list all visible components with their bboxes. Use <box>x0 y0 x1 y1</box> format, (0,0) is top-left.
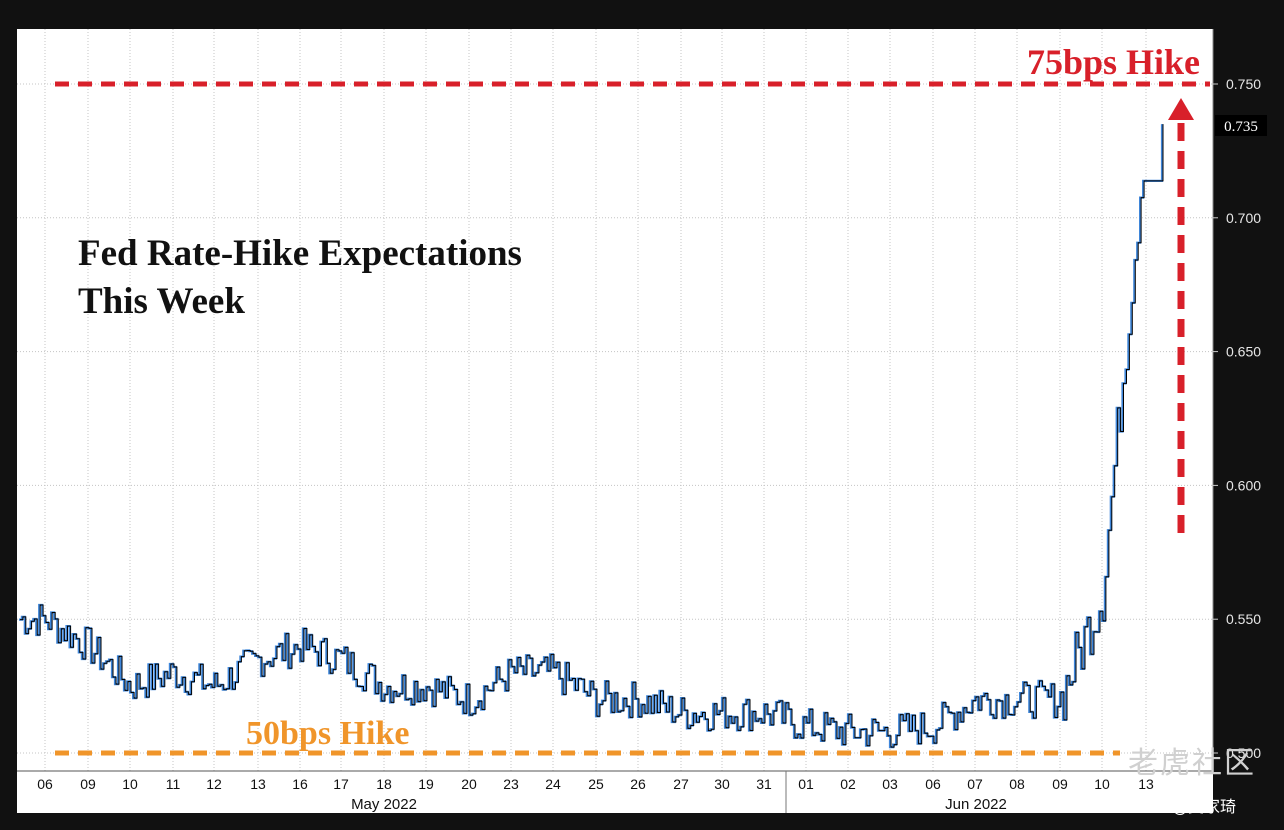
plot-area <box>17 29 1213 771</box>
ref-label-75bps: 75bps Hike <box>1027 42 1200 82</box>
x-tick-label-16: 30 <box>714 776 730 792</box>
x-tick-label-0: 06 <box>37 776 53 792</box>
x-tick-label-7: 17 <box>333 776 349 792</box>
x-tick-label-6: 16 <box>292 776 308 792</box>
x-tick-label-24: 09 <box>1052 776 1068 792</box>
x-tick-label-13: 25 <box>588 776 604 792</box>
month-label-jun: Jun 2022 <box>945 796 1007 813</box>
x-tick-label-8: 18 <box>376 776 392 792</box>
last-value-label: 0.735 <box>1224 119 1258 135</box>
x-tick-label-18: 01 <box>798 776 814 792</box>
last-value-tag: 0.735 <box>1215 115 1267 136</box>
x-tick-label-23: 08 <box>1009 776 1025 792</box>
month-label-may: May 2022 <box>351 796 417 813</box>
watermark-author: @吴家琦 <box>1172 797 1237 816</box>
series-path-dark <box>20 124 1164 748</box>
arrow-head <box>1168 98 1194 120</box>
ref-label-50bps: 50bps Hike <box>246 715 409 752</box>
watermark-brand: 老虎社区 <box>1128 746 1256 781</box>
x-tick-label-10: 20 <box>461 776 477 792</box>
y-tick-label-5: 0.750 <box>1226 76 1261 92</box>
x-tick-label-2: 10 <box>122 776 138 792</box>
x-tick-label-11: 23 <box>503 776 519 792</box>
x-tick-label-17: 31 <box>756 776 772 792</box>
x-tick-label-22: 07 <box>967 776 983 792</box>
x-tick-label-4: 12 <box>206 776 222 792</box>
reference-lines <box>55 81 1210 756</box>
y-tick-label-0: 0.500 <box>1226 745 1261 761</box>
x-tick-label-1: 09 <box>80 776 96 792</box>
y-tick-label-1: 0.550 <box>1226 611 1261 627</box>
x-tick-label-14: 26 <box>630 776 646 792</box>
y-tick-label-2: 0.600 <box>1226 477 1261 493</box>
x-tick-label-25: 10 <box>1094 776 1110 792</box>
x-tick-label-19: 02 <box>840 776 856 792</box>
chart-subtitle: This Week <box>78 281 245 322</box>
x-tick-label-5: 13 <box>250 776 266 792</box>
month-labels: May 2022 Jun 2022 <box>351 796 1007 813</box>
x-tick-label-12: 24 <box>545 776 561 792</box>
x-tick-label-21: 06 <box>925 776 941 792</box>
x-axis: 06 09 10 11 12 13 16 17 18 19 20 23 24 25 26 27 30 31 01 02… <box>17 770 1213 813</box>
x-tick-label-26: 13 <box>1138 776 1154 792</box>
x-tick-label-9: 19 <box>418 776 434 792</box>
x-tick-label-15: 27 <box>673 776 689 792</box>
x-tick-label-3: 11 <box>166 776 181 792</box>
y-tick-label-4: 0.700 <box>1226 210 1261 226</box>
y-axis: 0.500 0.550 0.600 0.650 0.700 0.750 <box>1212 29 1261 771</box>
y-tick-label-3: 0.650 <box>1226 344 1261 360</box>
chart-title: Fed Rate-Hike Expectations <box>78 233 522 274</box>
series-line <box>19 124 1164 749</box>
x-tick-label-20: 03 <box>882 776 898 792</box>
